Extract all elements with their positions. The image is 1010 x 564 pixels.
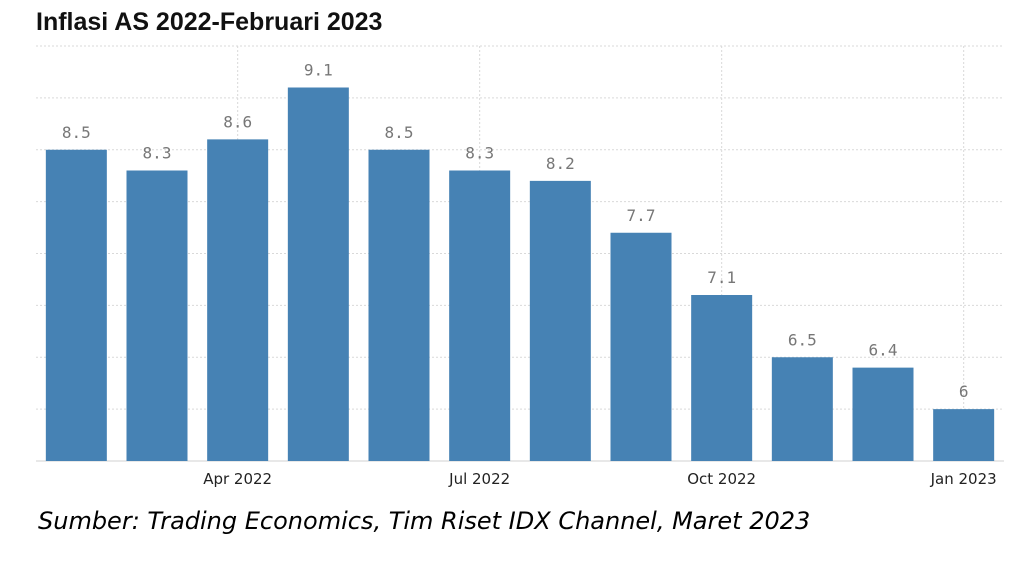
bar[interactable]	[368, 149, 430, 461]
bar[interactable]	[610, 232, 672, 461]
value-label: 6.5	[788, 330, 817, 349]
bar[interactable]	[852, 367, 914, 461]
x-tick-label: Jan 2023	[930, 470, 997, 488]
x-tick-label: Apr 2022	[203, 470, 272, 488]
value-label: 7.1	[707, 268, 736, 287]
bar[interactable]	[207, 139, 269, 461]
bar[interactable]	[771, 357, 833, 461]
x-tick-label: Jul 2022	[448, 470, 510, 488]
value-label: 8.2	[546, 154, 575, 173]
value-label: 8.6	[223, 112, 252, 131]
chart-title: Inflasi AS 2022-Februari 2023	[36, 8, 383, 36]
value-label: 8.5	[385, 123, 414, 142]
x-axis-ticks: Apr 2022 Jul 2022 Oct 2022 Jan 2023	[203, 470, 996, 488]
bar[interactable]	[691, 295, 753, 461]
bar[interactable]	[933, 409, 995, 461]
value-label: 8.5	[62, 123, 91, 142]
value-labels: 8.5 8.3 8.6 9.1 8.5 8.3 8.2 7.7 7.1 6.5 6.4 6	[62, 61, 969, 402]
value-label: 6.4	[869, 341, 898, 360]
value-label: 6	[959, 382, 969, 401]
value-label: 7.7	[627, 206, 656, 225]
x-tick-label: Oct 2022	[687, 470, 756, 488]
bar[interactable]	[287, 87, 349, 462]
bar[interactable]	[45, 149, 107, 461]
bars	[45, 87, 995, 462]
bar[interactable]	[529, 180, 591, 461]
value-label: 8.3	[465, 144, 494, 163]
value-label: 8.3	[143, 144, 172, 163]
bar[interactable]	[449, 170, 511, 462]
bar[interactable]	[126, 170, 188, 462]
bar-chart: 8.5 8.3 8.6 9.1 8.5 8.3 8.2 7.7 7.1 6.5 6.4 6 Apr 2…	[36, 45, 1004, 488]
value-label: 9.1	[304, 61, 333, 80]
source-note: Sumber: Trading Economics, Tim Riset IDX…	[38, 507, 811, 535]
